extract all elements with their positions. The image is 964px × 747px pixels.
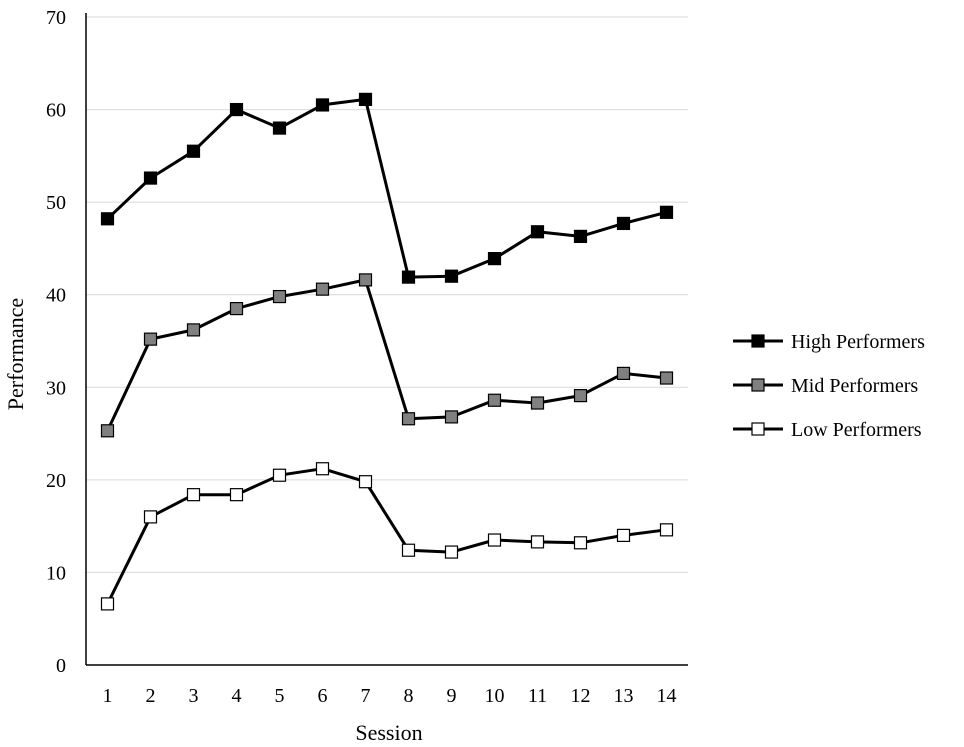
x-tick-label: 2 (146, 685, 156, 707)
x-tick-label: 5 (275, 685, 285, 707)
data-point (444, 410, 459, 424)
y-tick-label: 10 (46, 562, 66, 584)
legend-marker (751, 422, 765, 436)
data-point (186, 488, 201, 502)
data-point (100, 212, 115, 226)
y-tick-label: 70 (46, 7, 66, 29)
data-point (272, 468, 287, 482)
series-1 (100, 92, 674, 284)
legend-item: High Performers (733, 331, 925, 353)
data-point (100, 424, 115, 438)
series-2 (100, 273, 674, 438)
data-point (659, 371, 674, 385)
x-axis-title: Session (355, 720, 422, 745)
data-point (444, 269, 459, 283)
x-tick-label: 8 (404, 685, 414, 707)
y-tick-label: 30 (46, 377, 66, 399)
data-point (272, 121, 287, 135)
data-point (401, 543, 416, 557)
data-point (229, 488, 244, 502)
x-tick-label: 7 (361, 685, 371, 707)
data-point (143, 510, 158, 524)
y-tick-label: 0 (56, 655, 66, 677)
legend-label: Mid Performers (791, 375, 918, 397)
series-line (106, 467, 667, 605)
data-point (315, 462, 330, 476)
x-tick-label: 11 (528, 685, 547, 707)
data-point (272, 289, 287, 304)
legend-item: Low Performers (733, 419, 922, 441)
data-point (573, 389, 588, 403)
x-tick-label: 3 (189, 685, 199, 707)
x-tick-label: 4 (232, 685, 242, 707)
x-tick-label: 10 (485, 685, 505, 707)
data-point (616, 366, 631, 380)
data-point (358, 273, 373, 287)
data-point (659, 205, 674, 219)
legend-marker (751, 378, 765, 392)
data-point (100, 597, 115, 611)
data-point (530, 225, 545, 239)
legend-marker (751, 334, 765, 348)
data-point (444, 545, 459, 559)
data-point (487, 252, 502, 266)
data-point (186, 323, 201, 337)
data-point (530, 535, 545, 549)
data-point (315, 98, 330, 112)
y-tick-label: 50 (46, 192, 66, 214)
data-point (573, 229, 588, 243)
x-tick-label: 13 (614, 685, 634, 707)
data-point (659, 523, 674, 537)
x-tick-label: 14 (657, 685, 677, 707)
data-point (358, 475, 373, 489)
x-tick-label: 12 (571, 685, 591, 707)
y-tick-label: 20 (46, 470, 66, 492)
data-point (487, 533, 502, 547)
series-group (100, 92, 674, 611)
data-point (487, 393, 502, 407)
x-tick-label: 9 (447, 685, 457, 707)
data-point (530, 396, 545, 410)
x-tick-label: 6 (318, 685, 328, 707)
legend: High Performers Mid Performers Low Perform… (733, 331, 925, 441)
data-point (186, 144, 201, 158)
y-tick-label: 40 (46, 285, 66, 307)
data-point (401, 412, 416, 426)
data-point (358, 92, 373, 106)
legend-item: Mid Performers (733, 375, 918, 397)
y-axis-title: Performance (3, 298, 28, 410)
series-line (106, 97, 667, 279)
data-point (143, 332, 158, 346)
series-3 (100, 462, 674, 611)
legend-label: High Performers (791, 331, 925, 353)
data-point (616, 528, 631, 543)
x-tick-label: 1 (103, 685, 113, 707)
legend-label: Low Performers (791, 419, 922, 441)
data-point (229, 302, 244, 316)
axes (85, 13, 688, 666)
gridlines (86, 16, 688, 573)
y-tick-labels: 0 10 20 30 40 50 60 70 (46, 7, 66, 677)
data-point (315, 282, 330, 296)
data-point (401, 270, 416, 284)
data-point (229, 102, 244, 117)
data-point (573, 536, 588, 550)
x-tick-labels: 1 2 3 4 5 6 7 8 9 10 11 12 13 14 (103, 685, 677, 707)
data-point (143, 171, 158, 185)
data-point (616, 216, 631, 231)
series-line (106, 278, 667, 432)
y-tick-label: 60 (46, 100, 66, 122)
